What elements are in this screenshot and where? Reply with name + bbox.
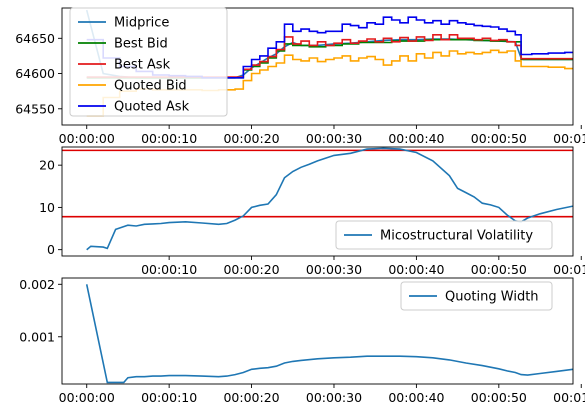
- y-tick-label: 0: [47, 242, 55, 257]
- x-tick-label: 00:00:10: [141, 262, 197, 277]
- x-tick-label: 00:00:10: [141, 131, 197, 146]
- axes-frame: [61, 146, 574, 257]
- y-tick-label: 64650: [15, 31, 55, 46]
- legend-label: Quoted Ask: [114, 100, 190, 115]
- x-tick-label: 00:00:00: [59, 390, 115, 405]
- legend-label: Best Ask: [114, 58, 171, 73]
- x-tick-label: 00:00:10: [141, 390, 197, 405]
- x-tick-label: 00:00:50: [471, 262, 527, 277]
- x-tick-label: 00:01:00: [553, 262, 585, 277]
- legend-label: Micostructural Volatility: [380, 229, 533, 244]
- quoting-width-panel: 0.001 0.002 00:00:00 00:00:10 00:00:20 00:00:…: [19, 277, 585, 405]
- series-line-micostructural-volatility: [86, 147, 573, 251]
- volatility-panel: 0 10 20 00:00:10 00:00:20 00:00:30 00:00:40 00:…: [39, 146, 585, 277]
- y-tick-label: 20: [39, 158, 55, 173]
- axes-frame: [61, 7, 574, 126]
- x-tick-label: 00:00:00: [59, 131, 115, 146]
- legend: Micostructural Volatility: [335, 220, 553, 250]
- x-tick-label: 00:00:20: [223, 131, 279, 146]
- x-tick-label: 00:00:40: [388, 131, 444, 146]
- x-tick-label: 00:00:20: [223, 390, 279, 405]
- x-tick-label: 00:01:00: [553, 131, 585, 146]
- price-panel: 64550 64600 64650 00:00:00 00:00:10 00:00:20 0…: [15, 7, 585, 146]
- x-tick-label: 00:00:40: [388, 262, 444, 277]
- x-tick-label: 00:00:50: [471, 131, 527, 146]
- x-tick-label: 00:00:40: [388, 390, 444, 405]
- y-tick-label: 0.001: [19, 329, 55, 344]
- legend-label: Quoting Width: [445, 290, 539, 305]
- legend-label: Midprice: [114, 16, 169, 31]
- x-tick-label: 00:01:00: [553, 390, 585, 405]
- x-tick-label: 00:00:50: [471, 390, 527, 405]
- x-tick-label: 00:00:30: [306, 262, 362, 277]
- legend-label: Quoted Bid: [114, 79, 187, 94]
- x-tick-label: 00:00:20: [223, 262, 279, 277]
- legend: Quoting Width: [400, 281, 553, 311]
- axes-frame: [61, 277, 574, 385]
- x-tick-label: 00:00:30: [306, 131, 362, 146]
- y-tick-label: 64600: [15, 66, 55, 81]
- series-line-quoted-bid: [86, 49, 573, 117]
- y-tick-label: 10: [39, 200, 55, 215]
- y-tick-label: 0.002: [19, 277, 55, 292]
- y-tick-label: 64550: [15, 101, 55, 116]
- x-tick-label: 00:00:30: [306, 390, 362, 405]
- legend: Midprice Best Bid Best Ask Quoted Bid Quoted…: [69, 7, 228, 117]
- legend-label: Best Bid: [114, 37, 168, 52]
- series-line-quoting-width: [85, 284, 573, 384]
